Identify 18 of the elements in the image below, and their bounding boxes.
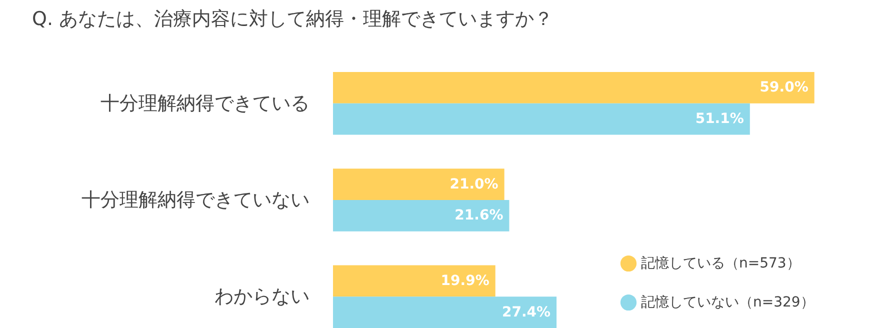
- legend-label: 記憶している（n=573）: [641, 256, 800, 272]
- data-label: 21.6%: [454, 208, 504, 224]
- data-label: 19.9%: [440, 272, 490, 289]
- y-tick-label: 十分理解納得できている: [100, 92, 310, 114]
- bar: [333, 72, 814, 104]
- data-label: 59.0%: [760, 80, 808, 96]
- bar: [333, 265, 496, 297]
- y-tick-label: わからない: [214, 286, 310, 308]
- data-label: 21.0%: [450, 176, 498, 192]
- data-label: 27.4%: [502, 304, 551, 320]
- y-tick-label: 十分理解納得できていない: [82, 189, 310, 211]
- data-label: 51.1%: [695, 111, 744, 128]
- bar: [333, 200, 510, 232]
- bar: [333, 296, 557, 328]
- chart-title: Q. あなたは、治療内容に対して納得・理解できていますか？: [32, 7, 554, 32]
- bar: [333, 103, 750, 135]
- bar: [333, 168, 504, 200]
- legend-label: 記憶していない（n=329）: [641, 294, 814, 310]
